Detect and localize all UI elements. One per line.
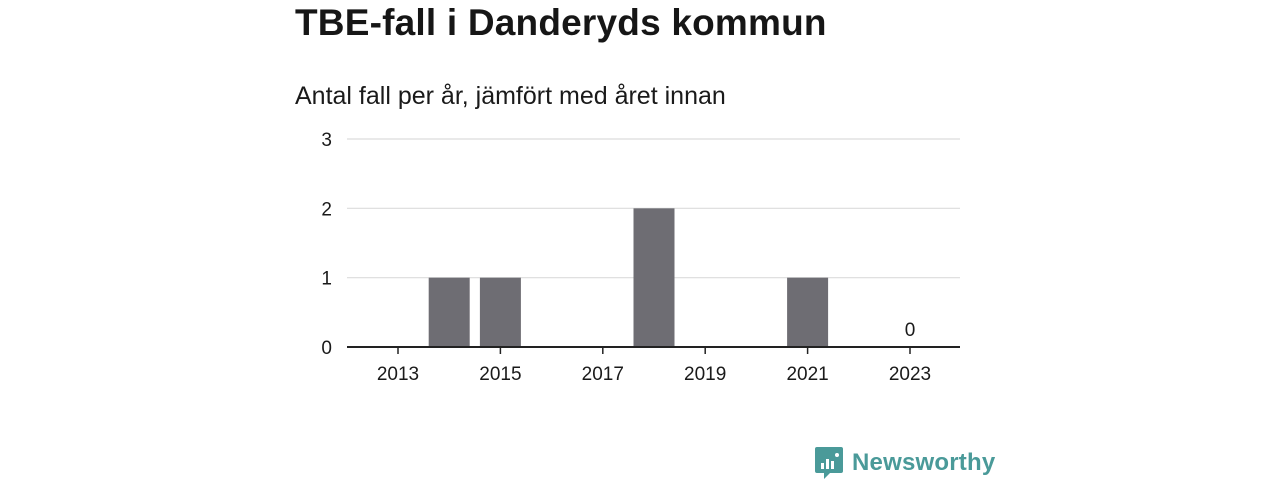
newsworthy-logo-icon <box>815 447 843 479</box>
x-tick-label: 2023 <box>889 364 931 385</box>
y-tick-label: 2 <box>321 199 332 220</box>
y-tick-label: 3 <box>321 130 332 151</box>
x-tick-label: 2019 <box>684 364 726 385</box>
bar <box>787 277 829 347</box>
brand-name: Newsworthy <box>852 449 996 476</box>
x-tick-label: 2015 <box>479 364 521 385</box>
chart-subtitle: Antal fall per år, jämfört med året inna… <box>295 82 726 110</box>
x-tick-label: 2021 <box>786 364 828 385</box>
x-tick-label: 2017 <box>582 364 624 385</box>
chart-title: TBE-fall i Danderyds kommun <box>295 2 827 43</box>
bar <box>479 277 521 347</box>
data-label: 0 <box>905 320 916 341</box>
y-tick-label: 0 <box>321 338 332 359</box>
bar <box>633 208 675 347</box>
x-axis-ticks: 2013 2015 2017 2019 2021 2023 <box>377 347 931 385</box>
x-tick-label: 2013 <box>377 364 419 385</box>
brand-logo: Newsworthy <box>814 446 995 480</box>
y-tick-label: 1 <box>321 269 332 290</box>
annotations: 0 <box>905 320 916 341</box>
bars <box>428 208 829 347</box>
y-axis-ticks: 0 1 2 3 <box>321 130 332 359</box>
bar <box>428 277 470 347</box>
